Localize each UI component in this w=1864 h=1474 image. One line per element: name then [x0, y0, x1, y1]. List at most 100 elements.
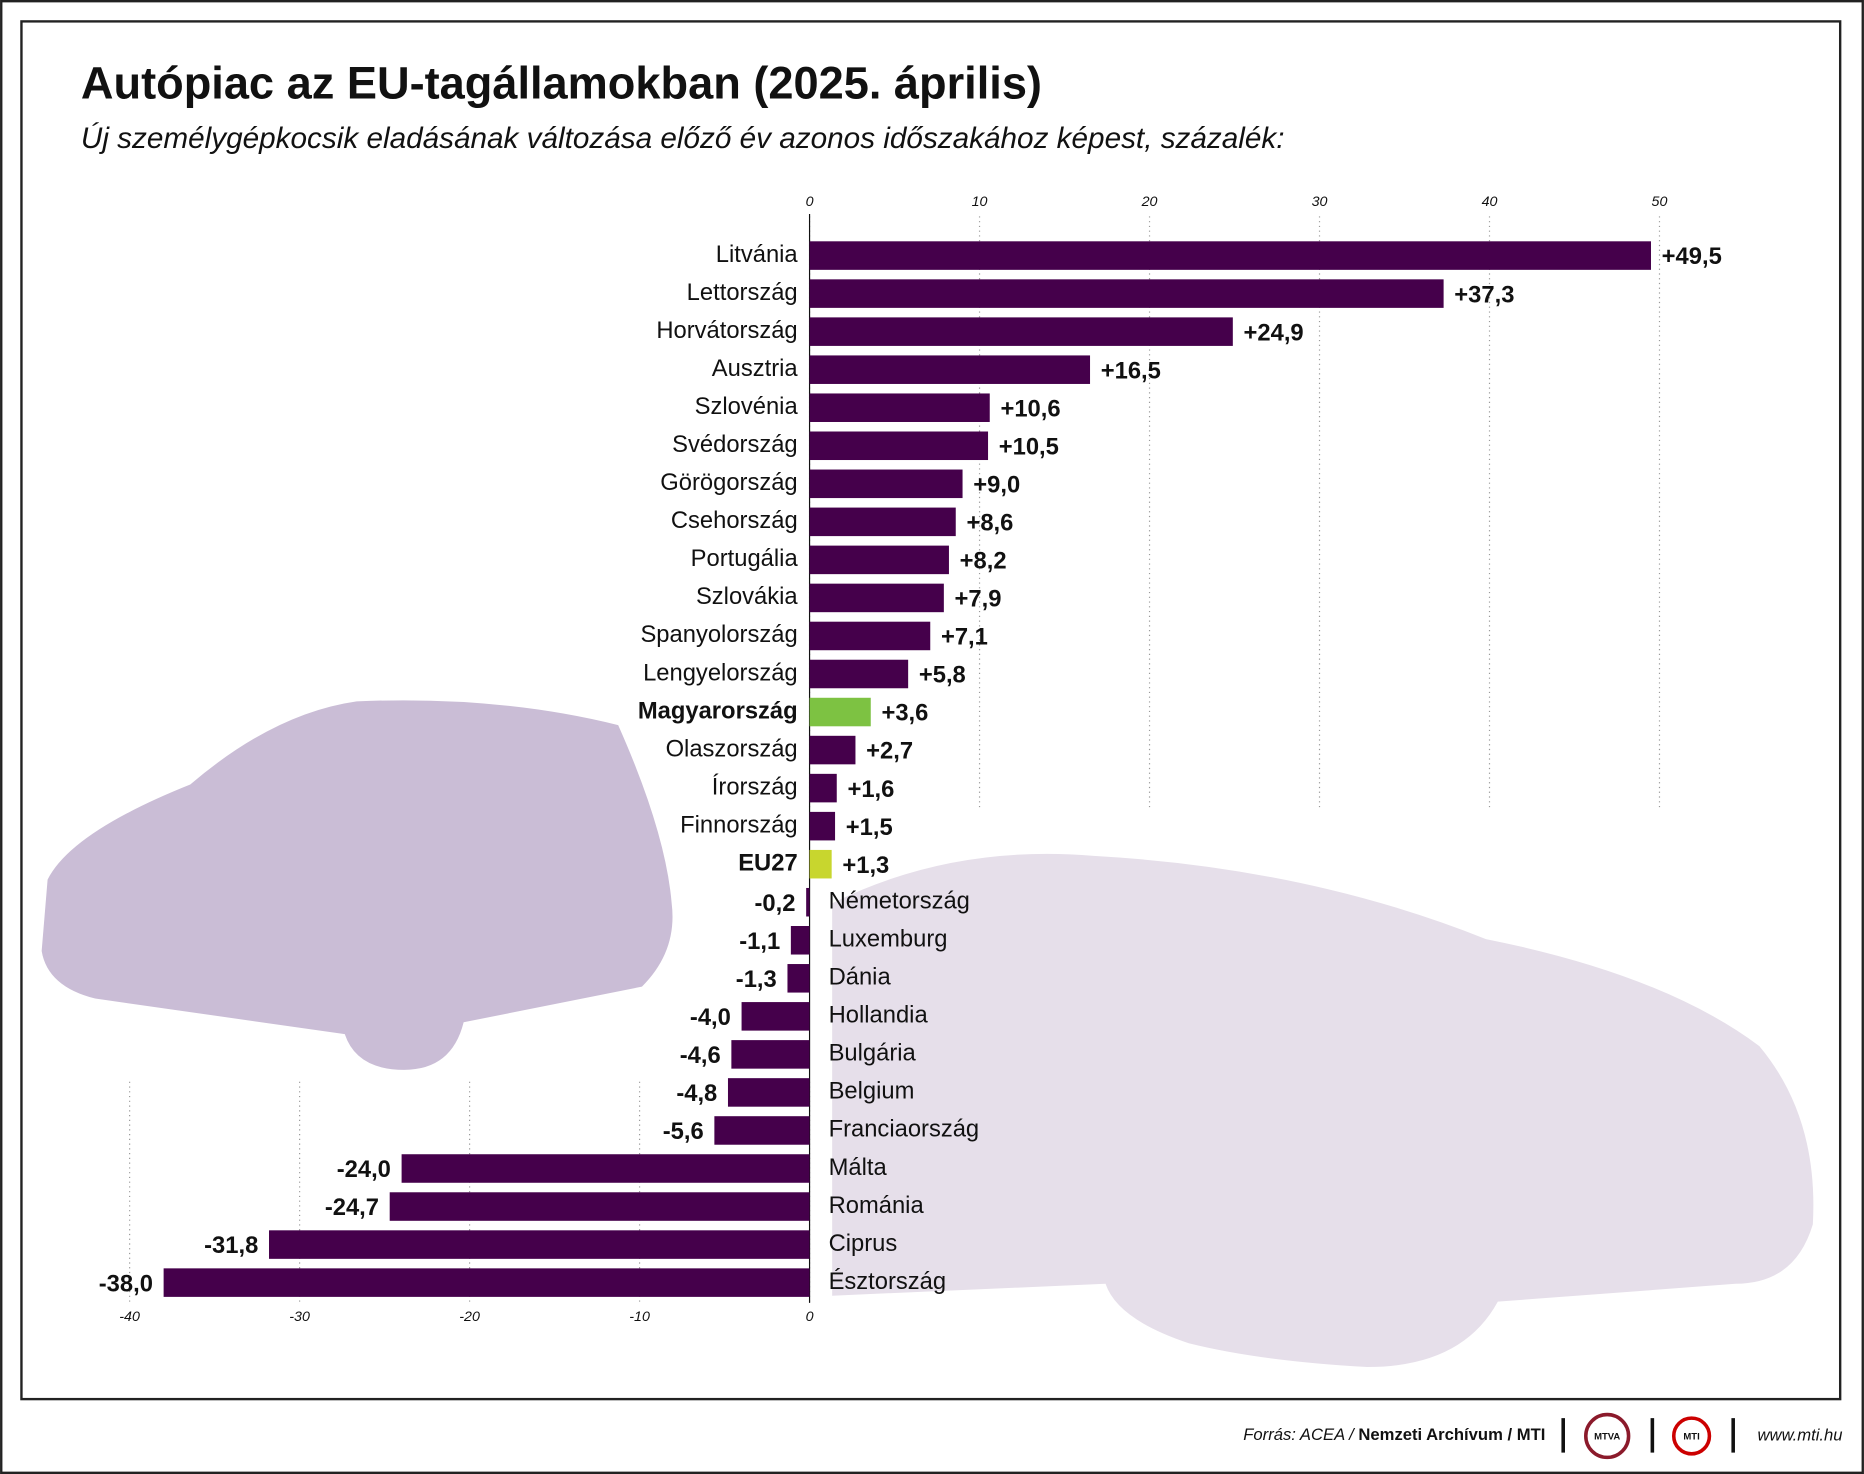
bar [809, 773, 837, 803]
value-label: +37,3 [1454, 281, 1514, 308]
category-label: Belgium [829, 1078, 915, 1105]
logo-text: MTI [1683, 1432, 1699, 1443]
category-label: Írország [712, 773, 798, 800]
value-label: +24,9 [1244, 319, 1304, 346]
category-label: Litvánia [716, 241, 799, 268]
bar [809, 393, 990, 422]
source-part: Nemzeti Archívum [1358, 1425, 1502, 1444]
value-label: +3,6 [881, 700, 928, 727]
category-label: Szlovénia [695, 393, 799, 420]
value-label: +8,2 [960, 548, 1007, 575]
logo [1584, 1412, 1631, 1460]
category-label: EU27 [738, 849, 797, 876]
footer: Forrás: ACEA / Nemzeti Archívum / MTI MT… [1243, 1412, 1843, 1460]
bar [389, 1192, 810, 1221]
category-label: Szlovákia [696, 583, 798, 610]
bar [714, 1116, 810, 1145]
bar [809, 279, 1444, 308]
category-label: Németország [829, 888, 970, 915]
bar [809, 469, 963, 499]
category-label: Románia [829, 1192, 925, 1219]
value-label: -4,0 [690, 1004, 731, 1031]
value-label: +2,7 [866, 738, 913, 765]
value-label: +49,5 [1662, 243, 1722, 270]
x-tick-label: 10 [972, 194, 988, 210]
category-label: Horvátország [656, 317, 797, 344]
bars: Litvánia +49,5 Lettország +37,3 Horvátország… [99, 241, 1722, 1297]
category-label: Hollandia [829, 1002, 929, 1029]
x-tick-label: 0 [806, 194, 814, 210]
bar [163, 1268, 810, 1297]
x-tick-label: 0 [806, 1309, 814, 1325]
bar [809, 583, 944, 613]
source: Forrás: ACEA / Nemzeti Archívum / MTI [1243, 1425, 1545, 1444]
value-label: +1,3 [842, 852, 889, 879]
bar [809, 507, 956, 537]
category-label: Lettország [687, 279, 798, 306]
bar [809, 621, 931, 651]
value-label: -0,2 [755, 890, 796, 917]
value-label: -1,1 [739, 928, 780, 955]
bar [809, 659, 909, 689]
value-label: -4,6 [680, 1042, 721, 1069]
x-tick-label: -30 [289, 1309, 310, 1325]
bar [727, 1078, 810, 1107]
category-label: Magyarország [638, 697, 798, 724]
category-label: Ausztria [712, 355, 799, 382]
x-tick-label: 50 [1652, 194, 1668, 210]
source-part: Forrás: ACEA / [1243, 1425, 1356, 1444]
value-label: +16,5 [1101, 357, 1161, 384]
value-label: +10,6 [1000, 395, 1060, 422]
bar [806, 887, 810, 917]
bar [731, 1040, 810, 1069]
bar [809, 545, 949, 575]
x-tick-label: -20 [459, 1309, 480, 1325]
value-label: +10,5 [999, 433, 1059, 460]
category-label: Észtország [829, 1268, 947, 1295]
category-label: Bulgária [829, 1040, 917, 1067]
bar [809, 431, 989, 461]
value-label: -1,3 [736, 966, 777, 993]
chart-title: Autópiac az EU-tagállamokban (2025. ápri… [81, 58, 1042, 109]
bar [809, 355, 1091, 384]
bar [809, 697, 871, 727]
category-label: Lengyelország [643, 659, 798, 686]
x-tick-label: 30 [1312, 194, 1328, 210]
value-label: +8,6 [966, 510, 1013, 537]
value-label: -31,8 [204, 1232, 258, 1259]
category-label: Dánia [829, 964, 892, 991]
x-tick-label: -40 [119, 1309, 140, 1325]
category-label: Finnország [680, 811, 798, 838]
value-label: +7,9 [955, 586, 1002, 613]
bar [809, 811, 836, 841]
category-label: Görögország [660, 469, 797, 496]
chart-subtitle: Új személygépkocsik eladásának változása… [81, 122, 1285, 155]
x-tick-label: 40 [1482, 194, 1498, 210]
bar [401, 1154, 810, 1183]
category-label: Málta [829, 1154, 888, 1181]
value-label: -4,8 [676, 1080, 717, 1107]
source-part: / MTI [1507, 1425, 1545, 1444]
category-label: Spanyolország [640, 621, 797, 648]
bar [790, 926, 810, 955]
category-label: Ciprus [829, 1230, 898, 1257]
x-tick-label: -10 [629, 1309, 650, 1325]
value-label: +5,8 [919, 662, 966, 689]
bar [809, 317, 1233, 346]
category-label: Olaszország [666, 735, 798, 762]
logo [1671, 1416, 1712, 1456]
logo-text: MTVA [1594, 1432, 1620, 1443]
bar [809, 735, 856, 765]
bar [809, 849, 832, 879]
value-label: -24,0 [337, 1156, 391, 1183]
bar [787, 964, 810, 993]
value-label: -24,7 [325, 1194, 379, 1221]
category-label: Luxemburg [829, 926, 948, 953]
bar [741, 1002, 810, 1031]
bar [809, 241, 1651, 270]
category-label: Svédország [672, 431, 798, 458]
value-label: -5,6 [663, 1118, 704, 1145]
category-label: Csehország [671, 507, 798, 534]
value-label: +1,6 [847, 776, 894, 803]
